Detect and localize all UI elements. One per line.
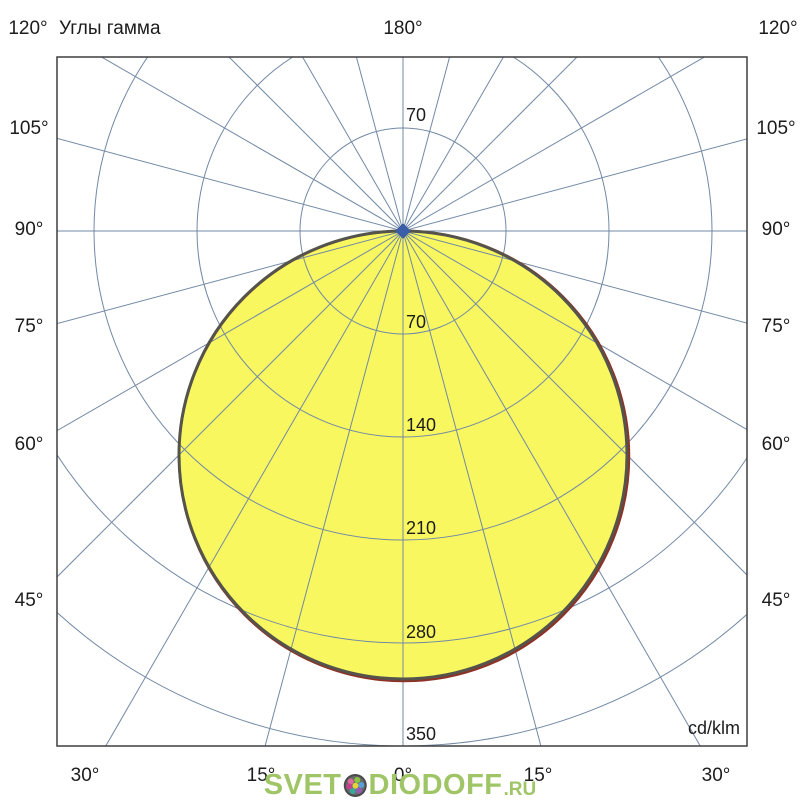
pole-marker-diamond	[395, 223, 411, 239]
right-label-75: 75°	[762, 316, 791, 337]
circle-140	[196, 57, 610, 438]
radial-tick-350: 350	[406, 724, 436, 744]
watermark: SVET DIODOFF .RU	[264, 771, 536, 800]
radial-tick-210: 210	[406, 518, 436, 538]
radial-tick-70-upper: 70	[406, 105, 426, 125]
right-label-90: 90°	[762, 219, 791, 240]
bottom-label-15-left: 15°	[247, 765, 276, 786]
top-label-180: 180°	[383, 18, 422, 39]
right-label-105: 105°	[756, 118, 795, 139]
right-label-45: 45°	[762, 590, 791, 611]
left-label-75: 75°	[15, 316, 44, 337]
radial-tick-280: 280	[406, 622, 436, 642]
watermark-suffix: .RU	[503, 779, 537, 800]
bottom-label-30-right: 30°	[702, 765, 731, 786]
circle-210	[93, 57, 713, 541]
corner-label-120-right: 120°	[758, 18, 797, 39]
bottom-label-15-right: 15°	[524, 765, 553, 786]
circle-280	[57, 453, 747, 644]
left-label-105: 105°	[9, 118, 48, 139]
plot-border	[56, 56, 748, 747]
radial-tick-140: 140	[406, 415, 436, 435]
watermark-text-1: SVET	[263, 769, 342, 800]
unit-label: cd/klm	[688, 718, 740, 738]
bottom-label-0: 0°	[394, 765, 412, 786]
left-label-45: 45°	[15, 590, 44, 611]
watermark-logo-icon	[343, 774, 367, 797]
watermark-text-2: DIODOFF	[368, 769, 503, 800]
chart-title: Углы гамма	[59, 18, 161, 39]
circle-70	[299, 127, 507, 335]
radial-tick-70: 70	[406, 312, 426, 332]
corner-label-120-left: 120°	[8, 18, 47, 39]
bottom-label-30-left: 30°	[71, 765, 100, 786]
left-label-60: 60°	[15, 434, 44, 455]
right-label-60: 60°	[762, 434, 791, 455]
left-label-90: 90°	[15, 219, 44, 240]
